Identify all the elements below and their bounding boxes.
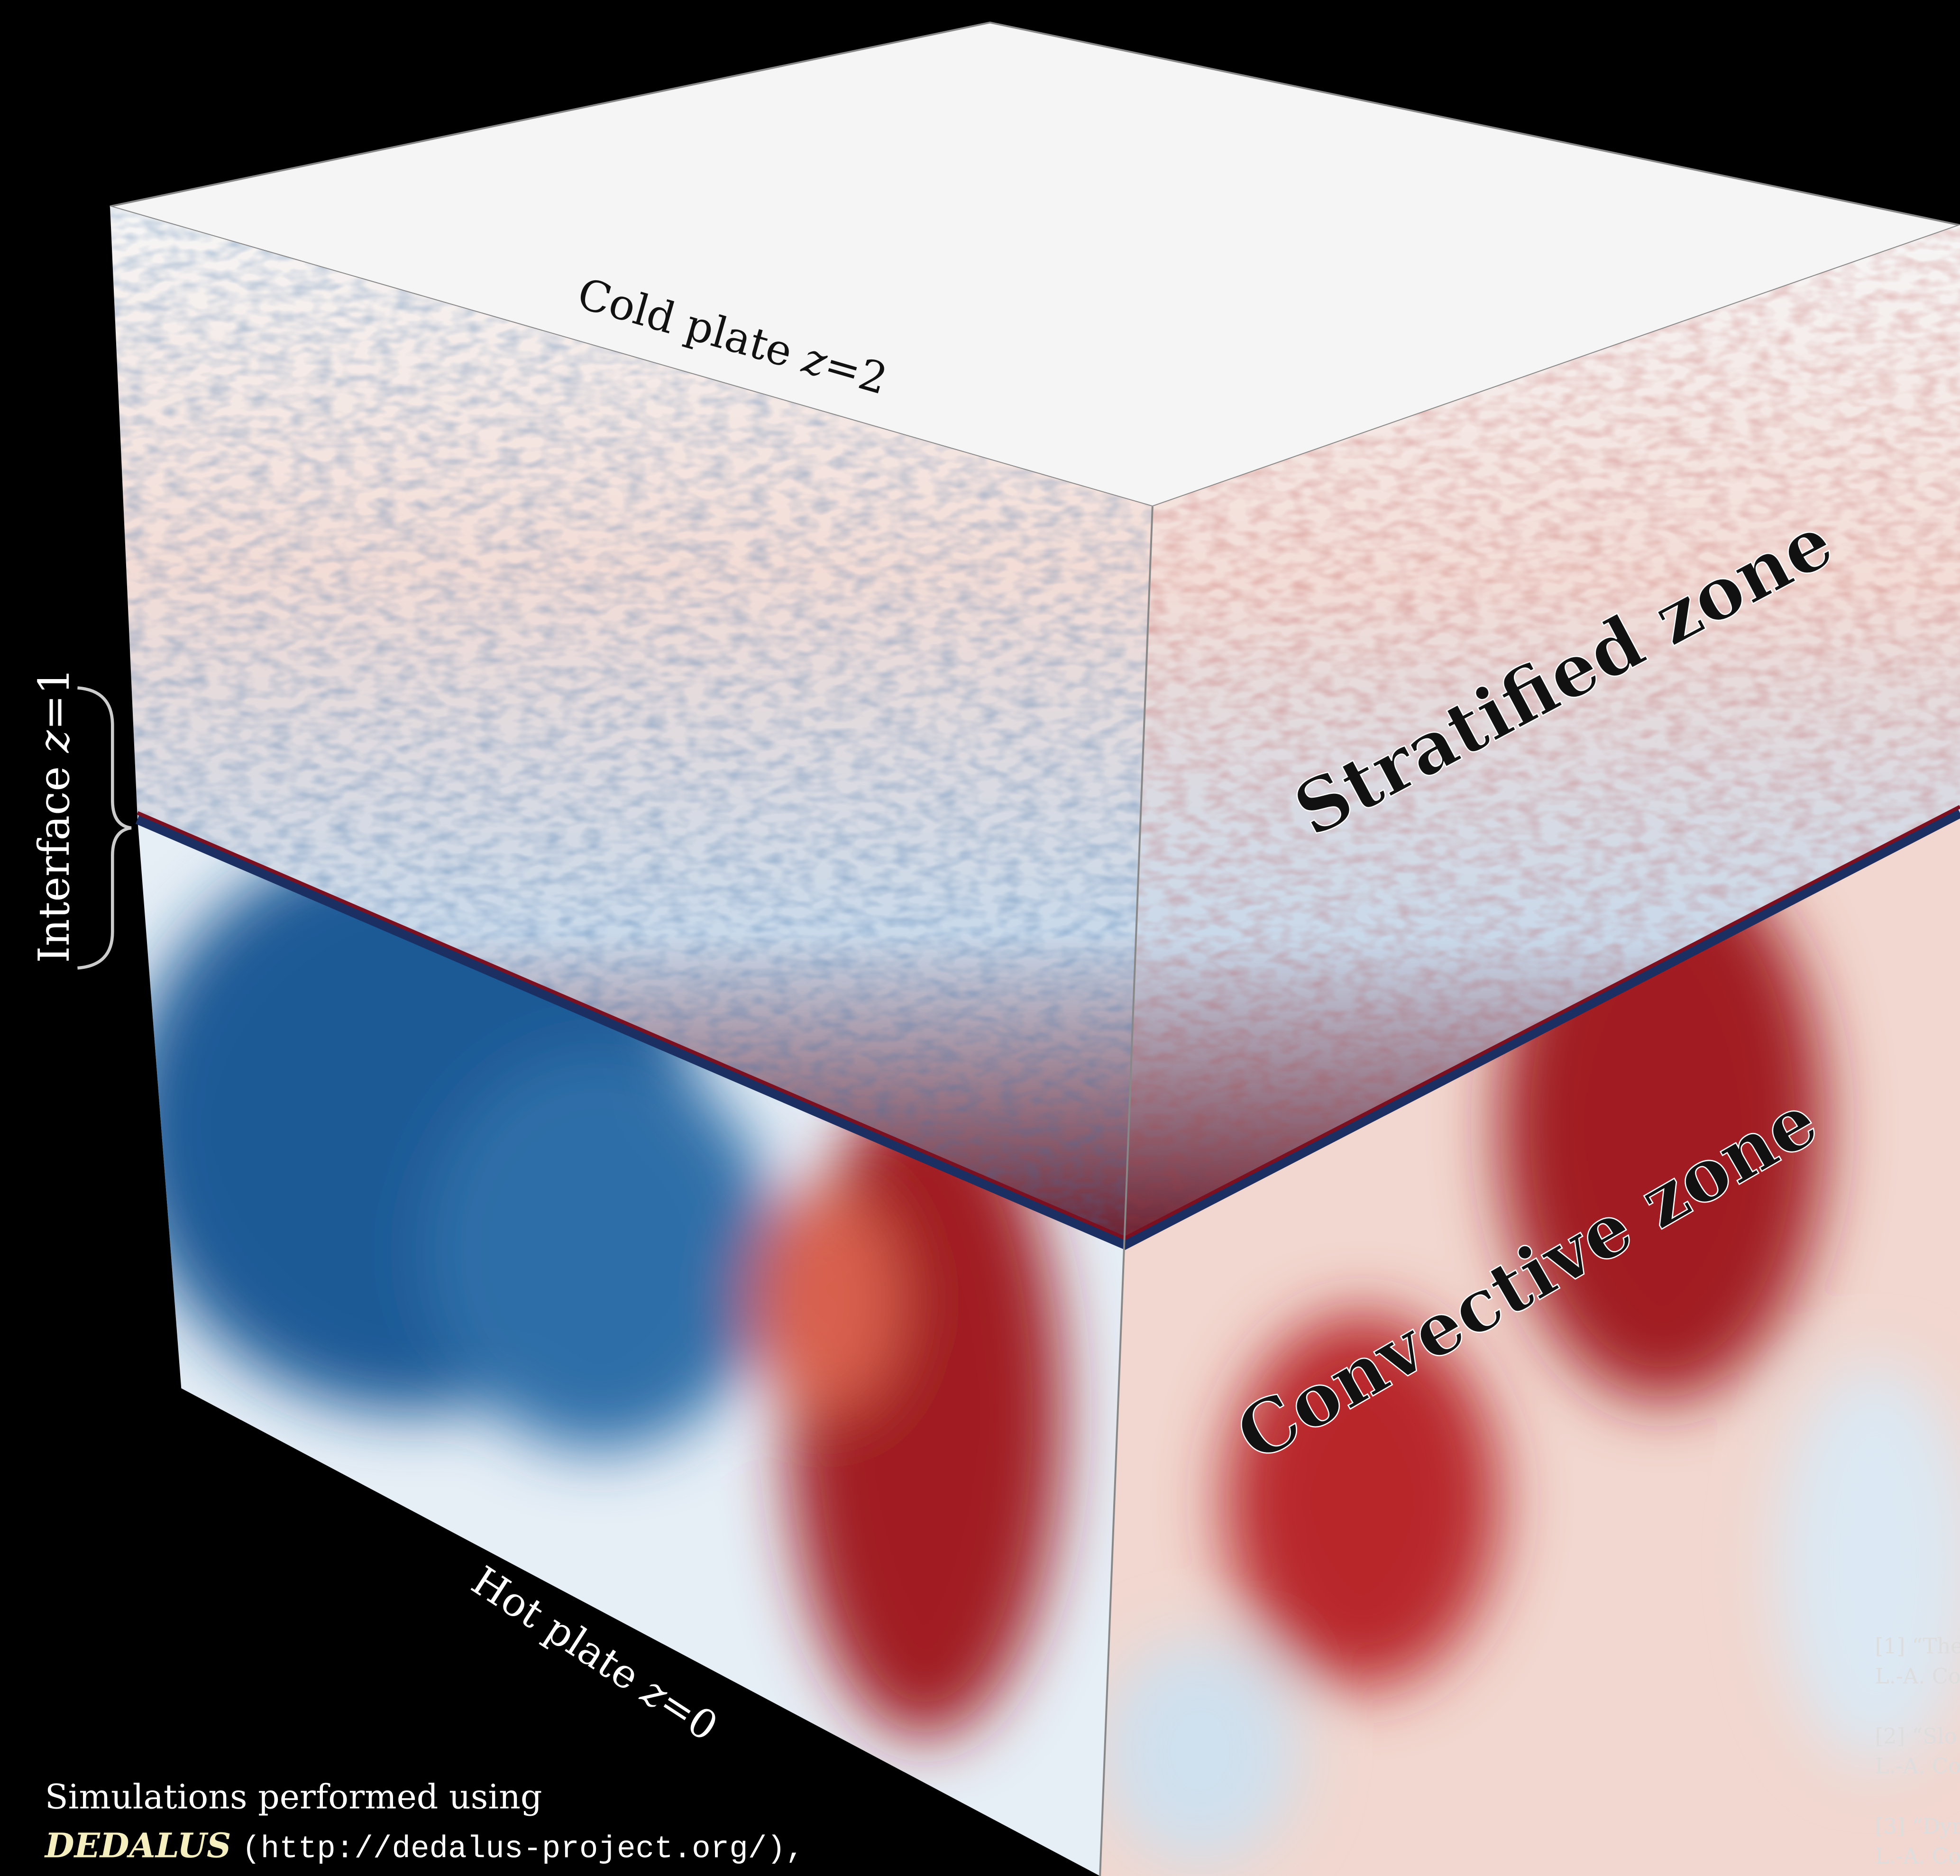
reference-line: [3] “Dyn — [1875, 1813, 1960, 1839]
reference-line: L.-A. Co — [1875, 1664, 1960, 1689]
interface-label: Interface z=1 — [30, 668, 79, 963]
reference-line: [1] “The — [1875, 1634, 1960, 1659]
reference-line: L.-A. Co — [1875, 1754, 1960, 1779]
cube-edge — [1099, 506, 1154, 1876]
interface-brace — [77, 686, 132, 970]
references: [1] “The L.-A. Co [2] “Slo L.-A. Co [3] “Dyn… — [1875, 1634, 1960, 1869]
reference-line: L.-A. Co — [1875, 1844, 1960, 1869]
credit-line: Simulations performed using — [45, 1777, 542, 1817]
stratified-texture — [110, 206, 1153, 1245]
stratified-texture — [1125, 225, 1960, 1245]
credit-line: DEDALUS (http://dedalus-project.org/), — [44, 1825, 805, 1867]
reference-line: [2] “Slo — [1875, 1723, 1957, 1748]
